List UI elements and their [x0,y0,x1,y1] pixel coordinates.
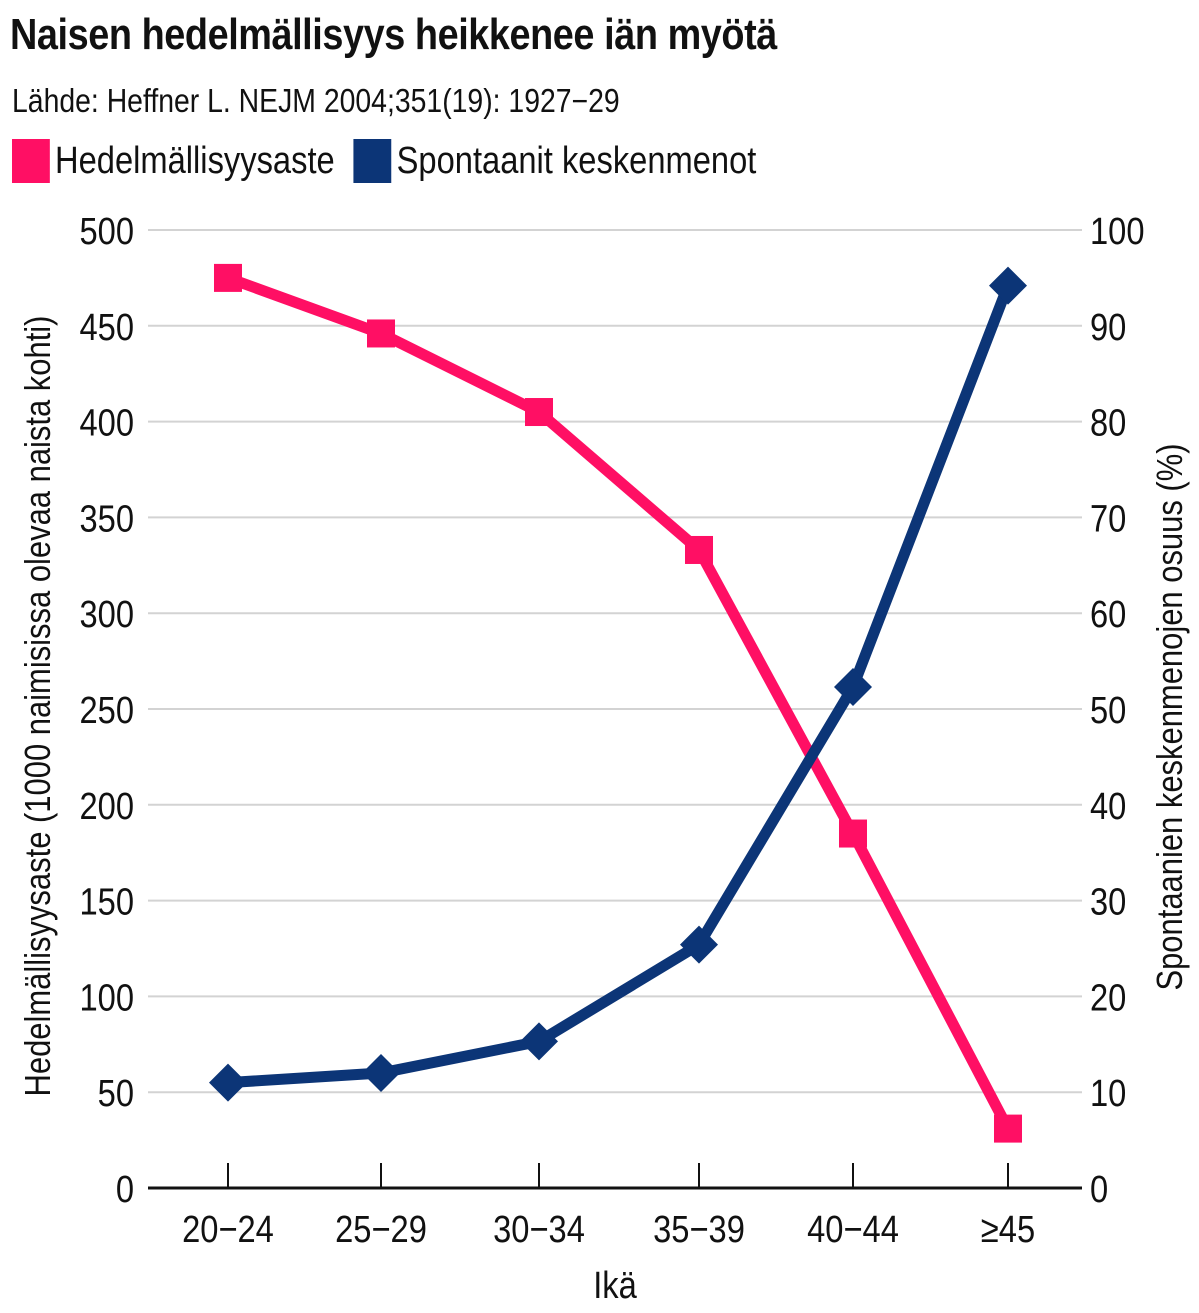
y-left-tick-label: 400 [79,401,134,444]
y-right-tick-label: 0 [1090,1168,1108,1211]
legend: Hedelmällisyysaste Spontaanit keskenmeno… [12,138,775,184]
y-right-tick-label: 80 [1090,401,1126,444]
x-tick-label: 20−24 [182,1208,274,1251]
fertility-marker [994,1114,1022,1143]
miscarriage-marker [209,1063,247,1102]
x-tick-label: 30−34 [493,1208,585,1251]
miscarriage-marker [680,925,718,964]
fertility-marker [685,535,713,564]
x-axis-title: Ikä [593,1264,637,1307]
miscarriage-marker [834,667,872,706]
x-tick-label: 40−44 [807,1208,899,1251]
y-right-tick-label: 60 [1090,593,1126,636]
y-right-tick-label: 50 [1090,689,1126,732]
miscarriage-marker [362,1054,400,1093]
chart-subtitle: Lähde: Heffner L. NEJM 2004;351(19): 192… [12,82,620,119]
fertility-line [226,272,1013,1132]
legend-swatch-miscarriage [353,139,392,183]
y-left-tick-label: 200 [79,784,134,827]
x-tick-label: 25−29 [335,1208,427,1251]
y-left-tick-label: 250 [79,689,134,732]
legend-label-fertility: Hedelmällisyysaste [55,139,335,182]
y-right-axis-title: Spontaanien keskenmenojen osuus (%) [1151,443,1191,990]
fertility-marker [367,319,395,348]
y-right-tick-label: 10 [1090,1072,1126,1115]
x-tick-label: ≥45 [981,1208,1035,1251]
miscarriage-marker [520,1022,558,1061]
fertility-marker [214,263,242,292]
y-left-axis-title: Hedelmällisyysaste (1000 naimisissa olev… [19,316,59,1097]
y-left-tick-label: 0 [116,1168,134,1211]
y-left-tick-label: 150 [79,880,134,923]
y-right-tick-label: 90 [1090,305,1126,348]
legend-swatch-fertility [12,139,50,183]
y-right-tick-label: 30 [1090,880,1126,923]
fertility-marker [839,819,867,848]
miscarriage-marker [989,266,1027,305]
y-left-tick-label: 300 [79,593,134,636]
fertility-marker [525,398,553,427]
y-right-tick-label: 40 [1090,784,1126,827]
y-left-tick-label: 500 [79,210,134,253]
y-right-tick-label: 100 [1090,210,1145,253]
chart-title: Naisen hedelmällisyys heikkenee iän myöt… [10,10,777,59]
miscarriage-line [227,283,1014,1089]
legend-label-miscarriage: Spontaanit keskenmenot [396,139,757,182]
y-right-tick-label: 70 [1090,497,1126,540]
y-left-tick-label: 50 [98,1072,134,1115]
y-right-tick-label: 20 [1090,976,1126,1019]
x-tick-label: 35−39 [653,1208,745,1251]
y-left-tick-label: 450 [79,305,134,348]
legend-item-fertility: Hedelmällisyysaste [12,139,335,183]
y-left-tick-label: 350 [79,497,134,540]
legend-item-miscarriage: Spontaanit keskenmenot [353,139,757,183]
y-left-tick-label: 100 [79,976,134,1019]
